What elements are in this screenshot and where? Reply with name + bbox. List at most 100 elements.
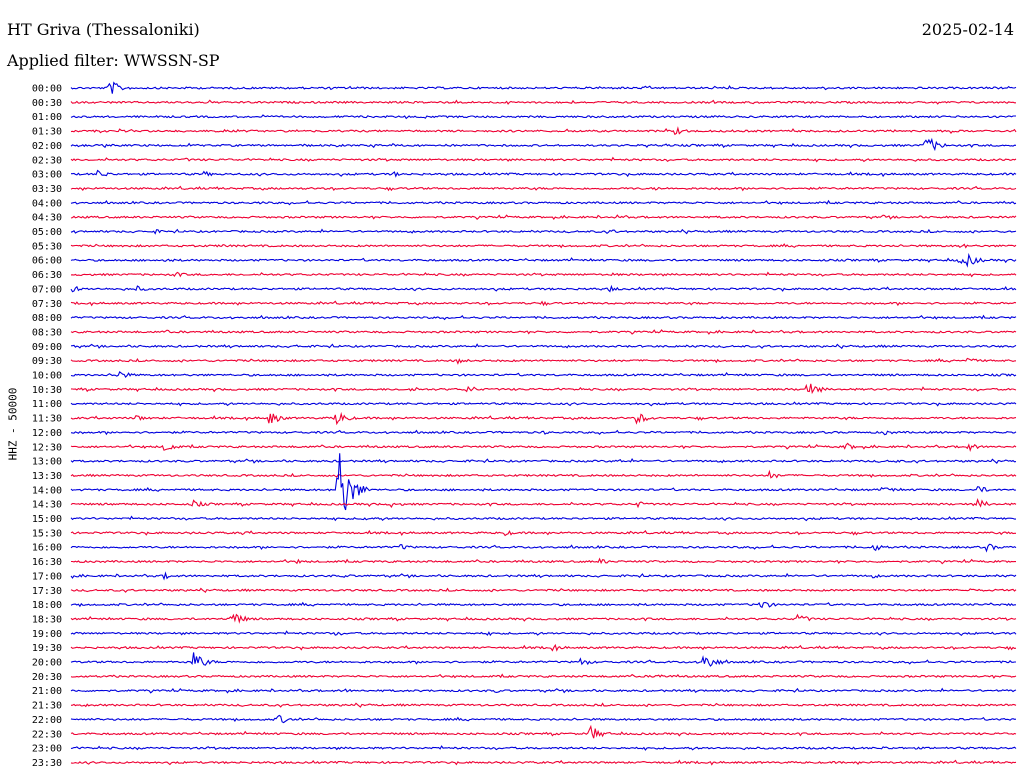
time-tick-label: 22:30 xyxy=(32,729,62,740)
seismogram-trace xyxy=(70,199,1017,206)
seismogram-trace xyxy=(70,613,1017,624)
seismogram-trace xyxy=(70,745,1017,751)
seismogram-trace xyxy=(70,185,1017,192)
seismogram-trace xyxy=(70,99,1016,105)
seismogram-trace xyxy=(70,469,1017,479)
time-tick-label: 03:00 xyxy=(32,170,62,181)
time-tick-label: 00:30 xyxy=(32,98,62,109)
seismogram-trace xyxy=(70,643,1017,652)
time-tick-label: 13:00 xyxy=(32,457,62,468)
time-tick-label: 11:00 xyxy=(32,399,62,410)
seismogram-trace xyxy=(70,137,1017,152)
time-tick-label: 12:00 xyxy=(32,428,62,439)
time-tick-label: 18:30 xyxy=(32,614,62,625)
time-tick-label: 02:00 xyxy=(32,141,62,152)
seismogram-trace xyxy=(70,529,1016,537)
seismogram-trace xyxy=(70,271,1017,278)
seismogram-trace xyxy=(70,515,1016,522)
seismogram-trace xyxy=(70,759,1017,766)
time-tick-label: 04:30 xyxy=(32,213,62,224)
seismogram-trace xyxy=(70,587,1017,594)
time-tick-label: 23:00 xyxy=(32,744,62,755)
time-tick-label: 10:00 xyxy=(32,371,62,382)
time-tick-label: 19:30 xyxy=(32,643,62,654)
time-tick-label: 23:30 xyxy=(32,758,62,769)
time-tick-label: 07:30 xyxy=(32,299,62,310)
time-tick-label: 09:00 xyxy=(32,342,62,353)
seismogram-trace xyxy=(70,630,1017,637)
seismogram-trace xyxy=(71,557,1016,565)
seismogram-trace xyxy=(70,300,1017,307)
time-tick-label: 21:30 xyxy=(32,701,62,712)
time-tick-label: 20:00 xyxy=(32,658,62,669)
time-tick-label: 04:00 xyxy=(32,198,62,209)
seismogram-trace xyxy=(70,228,1017,235)
seismogram-trace xyxy=(70,401,1017,407)
seismogram-trace xyxy=(70,429,1017,436)
time-tick-label: 03:30 xyxy=(32,184,62,195)
time-tick-label: 21:00 xyxy=(32,686,62,697)
time-tick-label: 22:00 xyxy=(32,715,62,726)
seismogram-trace xyxy=(70,383,1017,395)
time-tick-label: 16:30 xyxy=(32,557,62,568)
seismogram-trace xyxy=(70,252,1017,268)
seismogram-trace xyxy=(70,453,1017,511)
time-tick-label: 09:30 xyxy=(32,356,62,367)
time-tick-label: 08:00 xyxy=(32,313,62,324)
station-title: HT Griva (Thessaloniki) xyxy=(7,20,200,39)
time-tick-label: 15:30 xyxy=(32,528,62,539)
time-tick-label: 18:00 xyxy=(32,600,62,611)
seismogram-trace xyxy=(70,714,1017,724)
time-tick-label: 11:30 xyxy=(32,414,62,425)
filter-label: Applied filter: WWSSN-SP xyxy=(7,51,220,70)
time-tick-label: 06:00 xyxy=(32,256,62,267)
seismogram-trace xyxy=(70,329,1017,335)
seismogram-trace xyxy=(70,702,1017,708)
seismogram-trace xyxy=(70,357,1017,365)
seismogram-trace xyxy=(70,571,1017,581)
time-tick-label: 06:30 xyxy=(32,270,62,281)
time-tick-label: 05:00 xyxy=(32,227,62,238)
seismogram-trace xyxy=(70,126,1017,136)
seismogram-trace xyxy=(71,169,1017,178)
seismogram-trace xyxy=(70,343,1017,350)
time-tick-label: 13:30 xyxy=(32,471,62,482)
time-tick-label: 10:30 xyxy=(32,385,62,396)
date-label: 2025-02-14 xyxy=(921,20,1014,39)
time-tick-label: 05:30 xyxy=(32,241,62,252)
seismogram-trace xyxy=(70,156,1017,163)
time-tick-label: 17:00 xyxy=(32,571,62,582)
seismogram-trace xyxy=(70,371,1017,379)
time-tick-label: 12:30 xyxy=(32,442,62,453)
seismogram-trace xyxy=(70,724,1017,739)
seismogram-trace xyxy=(70,214,1017,221)
seismogram-trace xyxy=(70,243,1017,249)
seismogram-trace xyxy=(70,411,1017,426)
seismogram-trace xyxy=(70,543,1017,553)
seismogram-trace xyxy=(70,284,1017,293)
seismogram-trace xyxy=(70,81,1017,94)
channel-axis-label: HHZ - 50000 xyxy=(6,387,20,461)
seismogram-trace xyxy=(70,673,1017,679)
time-tick-label: 01:00 xyxy=(32,112,62,123)
time-tick-label: 14:00 xyxy=(32,485,62,496)
seismogram-trace xyxy=(70,497,1017,509)
seismogram-trace xyxy=(70,114,1016,120)
time-tick-label: 01:30 xyxy=(32,127,62,138)
time-tick-label: 19:00 xyxy=(32,629,62,640)
time-tick-label: 17:30 xyxy=(32,586,62,597)
seismogram-trace xyxy=(70,458,1017,464)
seismogram-trace xyxy=(70,652,1016,667)
time-tick-label: 20:30 xyxy=(32,672,62,683)
time-tick-label: 08:30 xyxy=(32,327,62,338)
seismogram-trace xyxy=(70,442,1017,453)
time-tick-label: 02:30 xyxy=(32,155,62,166)
time-tick-label: 16:00 xyxy=(32,543,62,554)
seismogram-trace xyxy=(70,687,1017,694)
seismogram-trace xyxy=(70,314,1017,321)
time-tick-label: 07:00 xyxy=(32,284,62,295)
time-tick-label: 15:00 xyxy=(32,514,62,525)
time-tick-label: 14:30 xyxy=(32,500,62,511)
seismogram-trace xyxy=(70,601,1016,609)
